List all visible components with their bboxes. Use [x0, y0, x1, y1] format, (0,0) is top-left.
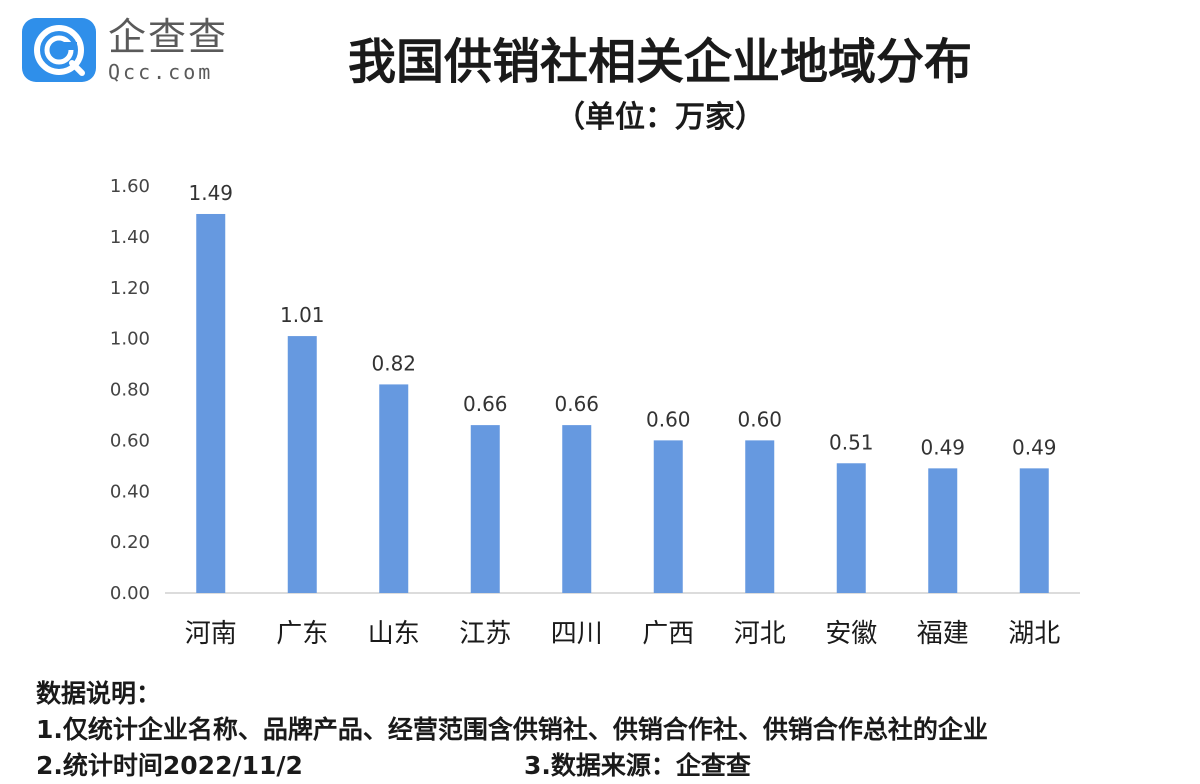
- notes-line-1: 1.仅统计企业名称、品牌产品、经营范围含供销社、供销合作社、供销合作总社的企业: [36, 715, 988, 744]
- y-tick-label: 0.60: [110, 430, 150, 451]
- bar: [287, 336, 317, 593]
- y-tick-label: 0.00: [110, 583, 150, 604]
- notes-line-2: 2.统计时间2022/11/2: [36, 751, 303, 780]
- qcc-logo: 企查查 Qcc.com: [22, 18, 228, 82]
- chart-unit: （单位：万家）: [555, 100, 765, 135]
- bar: [1019, 468, 1049, 593]
- y-tick-label: 0.80: [110, 380, 150, 401]
- y-tick-label: 1.20: [110, 278, 150, 299]
- notes-line-3: 3.数据来源：企查查: [524, 751, 751, 780]
- x-category-label: 广东: [276, 619, 328, 649]
- x-category-label: 广西: [642, 619, 694, 649]
- x-category-label: 湖北: [1008, 619, 1060, 649]
- data-notes: 数据说明： 1.仅统计企业名称、品牌产品、经营范围含供销社、供销合作社、供销合作…: [36, 676, 988, 784]
- y-tick-label: 0.40: [110, 481, 150, 502]
- x-category-label: 河南: [185, 619, 237, 649]
- bar-value-label: 1.01: [280, 303, 325, 327]
- bar-value-label: 0.51: [829, 430, 874, 454]
- chart-title: 我国供销社相关企业地域分布: [347, 34, 972, 90]
- bar: [745, 440, 775, 593]
- bar: [562, 425, 592, 593]
- bar: [470, 425, 500, 593]
- qcc-logo-icon: [22, 18, 96, 82]
- bar-value-label: 0.49: [920, 435, 965, 459]
- y-tick-label: 1.40: [110, 227, 150, 248]
- bar: [379, 384, 409, 593]
- bar: [928, 468, 958, 593]
- y-tick-label: 1.00: [110, 329, 150, 350]
- y-tick-label: 0.20: [110, 532, 150, 553]
- x-category-label: 江苏: [459, 619, 511, 649]
- bar-value-label: 0.49: [1012, 435, 1057, 459]
- x-category-label: 福建: [917, 619, 969, 649]
- x-category-label: 四川: [551, 619, 603, 649]
- bar-value-label: 0.60: [646, 407, 691, 431]
- logo-name: 企查查: [108, 15, 229, 59]
- x-category-label: 河北: [734, 619, 786, 649]
- x-category-label: 安徽: [825, 619, 877, 649]
- notes-heading: 数据说明：: [36, 679, 162, 708]
- logo-domain: Qcc.com: [108, 60, 214, 84]
- x-category-label: 山东: [368, 619, 420, 649]
- bar-value-label: 0.60: [737, 407, 782, 431]
- bar: [196, 213, 226, 593]
- bar-value-label: 0.66: [463, 392, 508, 416]
- bar-chart: 0.00 0.20 0.40 0.60 0.80 1.00 1.20 1.40 1.60 1.49…: [110, 176, 1080, 649]
- bar: [836, 463, 866, 593]
- bar-value-label: 0.66: [554, 392, 599, 416]
- bar-value-label: 0.82: [371, 351, 416, 375]
- y-tick-label: 1.60: [110, 176, 150, 197]
- bar: [653, 440, 683, 593]
- bar-value-label: 1.49: [188, 181, 233, 205]
